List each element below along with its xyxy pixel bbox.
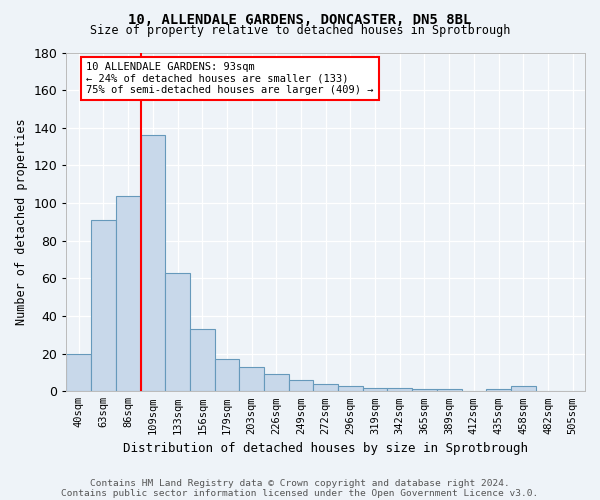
- Bar: [67, 354, 91, 392]
- Bar: [264, 374, 289, 392]
- Bar: [190, 329, 215, 392]
- Bar: [289, 380, 313, 392]
- Text: 10 ALLENDALE GARDENS: 93sqm
← 24% of detached houses are smaller (133)
75% of se: 10 ALLENDALE GARDENS: 93sqm ← 24% of det…: [86, 62, 374, 95]
- Text: Size of property relative to detached houses in Sprotbrough: Size of property relative to detached ho…: [90, 24, 510, 37]
- Bar: [511, 386, 536, 392]
- Bar: [165, 272, 190, 392]
- Bar: [412, 390, 437, 392]
- Bar: [388, 388, 412, 392]
- Bar: [437, 390, 461, 392]
- Bar: [140, 136, 165, 392]
- Text: 10, ALLENDALE GARDENS, DONCASTER, DN5 8BL: 10, ALLENDALE GARDENS, DONCASTER, DN5 8B…: [128, 12, 472, 26]
- Bar: [91, 220, 116, 392]
- X-axis label: Distribution of detached houses by size in Sprotbrough: Distribution of detached houses by size …: [123, 442, 528, 455]
- Bar: [363, 388, 388, 392]
- Y-axis label: Number of detached properties: Number of detached properties: [15, 118, 28, 325]
- Bar: [116, 196, 140, 392]
- Text: Contains HM Land Registry data © Crown copyright and database right 2024.: Contains HM Land Registry data © Crown c…: [90, 478, 510, 488]
- Bar: [338, 386, 363, 392]
- Bar: [239, 367, 264, 392]
- Bar: [313, 384, 338, 392]
- Bar: [486, 390, 511, 392]
- Text: Contains public sector information licensed under the Open Government Licence v3: Contains public sector information licen…: [61, 488, 539, 498]
- Bar: [215, 360, 239, 392]
